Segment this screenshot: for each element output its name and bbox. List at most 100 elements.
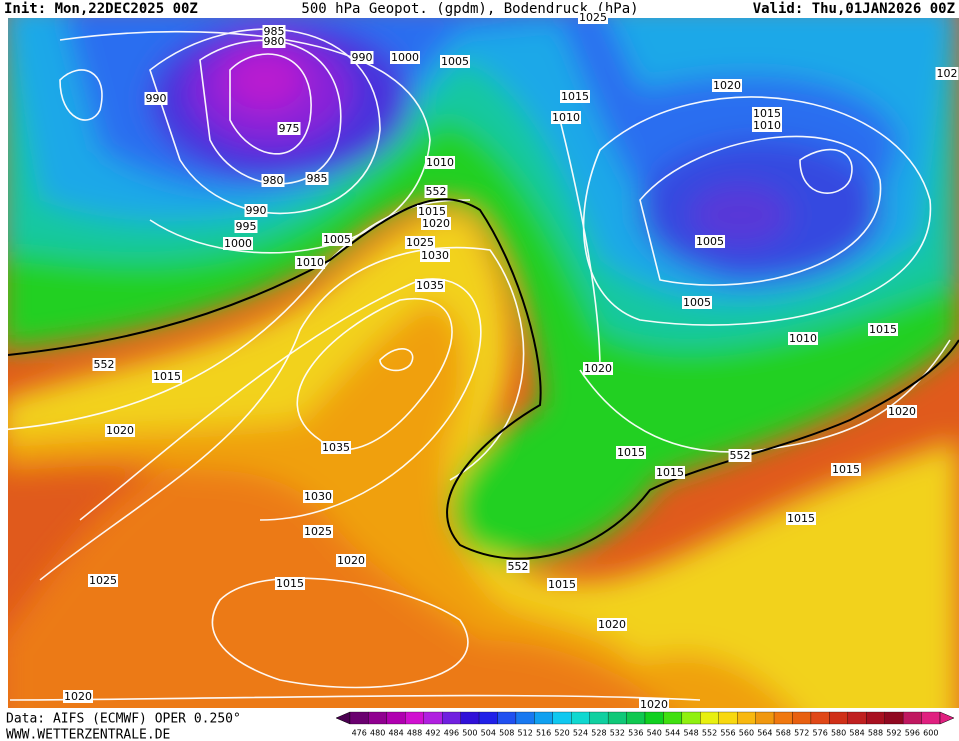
label-box bbox=[712, 79, 742, 92]
isobar-label: 1010 bbox=[789, 332, 817, 345]
label-box bbox=[322, 233, 352, 246]
colorbar-swatch bbox=[589, 711, 609, 725]
isobar-label: 1020 bbox=[713, 79, 741, 92]
label-box bbox=[583, 362, 613, 375]
label-box bbox=[350, 51, 374, 64]
colorbar-swatch bbox=[626, 711, 646, 725]
label-box bbox=[551, 111, 581, 124]
label-box bbox=[752, 107, 782, 120]
label-box bbox=[425, 156, 455, 169]
isobar-label: 990 bbox=[352, 51, 373, 64]
label-box bbox=[424, 185, 448, 198]
label-box bbox=[390, 51, 420, 64]
colorbar-label: 564 bbox=[757, 729, 772, 738]
isobar-label: 1025 bbox=[89, 574, 117, 587]
colorbar-label: 552 bbox=[702, 729, 717, 738]
colorbar-swatch bbox=[773, 711, 793, 725]
colorbar-label: 524 bbox=[573, 729, 588, 738]
isobar-label: 1020 bbox=[598, 618, 626, 631]
isobar-label: 1015 bbox=[418, 205, 446, 218]
isobar-label: 1020 bbox=[584, 362, 612, 375]
colorbar-label: 592 bbox=[886, 729, 901, 738]
label-box bbox=[277, 122, 301, 135]
label-box bbox=[506, 560, 530, 573]
label-box bbox=[695, 235, 725, 248]
isobar-label: 1005 bbox=[323, 233, 351, 246]
colorbar-swatch bbox=[681, 711, 701, 725]
label-box bbox=[655, 466, 685, 479]
contour-552 bbox=[8, 198, 959, 560]
isobar-label: 1015 bbox=[869, 323, 897, 336]
colorbar-label: 528 bbox=[591, 729, 606, 738]
isobar-label: 1005 bbox=[696, 235, 724, 248]
colorbar-swatch bbox=[349, 711, 369, 725]
colorbar-label: 540 bbox=[647, 729, 662, 738]
colorbar-swatch bbox=[663, 711, 683, 725]
colorbar-label: 508 bbox=[499, 729, 514, 738]
colorbar-label: 504 bbox=[481, 729, 496, 738]
isobar-label: 1025 bbox=[304, 525, 332, 538]
isobar-label: 985 bbox=[264, 25, 285, 38]
isobar-label: 1020 bbox=[422, 217, 450, 230]
colorbar-swatch bbox=[700, 711, 719, 725]
colorbar-label: 556 bbox=[720, 729, 735, 738]
isobar-label: 1035 bbox=[322, 441, 350, 454]
isobar-label: 990 bbox=[146, 92, 167, 105]
colorbar-swatch bbox=[405, 711, 424, 725]
colorbar-label: 584 bbox=[849, 729, 864, 738]
isobar-label: 1025 bbox=[406, 236, 434, 249]
colorbar-swatch bbox=[829, 711, 848, 725]
isobar-label: 980 bbox=[263, 174, 284, 187]
label-box bbox=[275, 577, 305, 590]
isobar-label: 1000 bbox=[391, 51, 419, 64]
colorbar-label: 488 bbox=[407, 729, 422, 738]
colorbar-swatch bbox=[497, 711, 517, 725]
colorbar-label: 512 bbox=[518, 729, 533, 738]
isobar-label: 1015 bbox=[832, 463, 860, 476]
isobar-label: 1010 bbox=[753, 119, 781, 132]
label-box bbox=[831, 463, 861, 476]
label-box bbox=[788, 332, 818, 345]
colorbar-swatch bbox=[866, 711, 885, 725]
label-box bbox=[92, 358, 116, 371]
colorbar-label: 520 bbox=[554, 729, 569, 738]
colorbar-swatch bbox=[552, 711, 572, 725]
label-box bbox=[421, 217, 451, 230]
isobars bbox=[8, 28, 951, 701]
isobar-label: 1020 bbox=[640, 698, 668, 711]
isobar-label: 995 bbox=[236, 220, 257, 233]
colorbar-swatch bbox=[902, 711, 922, 725]
isobar-label: 1030 bbox=[304, 490, 332, 503]
label-box bbox=[682, 296, 712, 309]
colorbar-swatch bbox=[847, 711, 867, 725]
isobar-label: 1000 bbox=[224, 237, 252, 250]
isobar-label: 1020 bbox=[106, 424, 134, 437]
colorbar-swatch bbox=[607, 711, 627, 725]
colorbar: 476 480 484 488 492 496 500 504 508 512 516 520 524 5… bbox=[335, 711, 955, 738]
website: WWW.WETTERZENTRALE.DE bbox=[6, 728, 170, 741]
isobar-label: 1010 bbox=[426, 156, 454, 169]
colorbar-swatch bbox=[884, 711, 904, 725]
label-box bbox=[868, 323, 898, 336]
isobar-label: 1035 bbox=[416, 279, 444, 292]
colorbar-label: 492 bbox=[425, 729, 440, 738]
colorbar-label: 548 bbox=[683, 729, 698, 738]
label-box bbox=[639, 698, 669, 711]
label-box bbox=[336, 554, 366, 567]
label-box bbox=[440, 55, 470, 68]
isobar-label: 1015 bbox=[656, 466, 684, 479]
label-box bbox=[303, 525, 333, 538]
label-box bbox=[616, 446, 646, 459]
isobar-label: 1015 bbox=[787, 512, 815, 525]
colorbar-swatch bbox=[737, 711, 756, 725]
isobar-label: 980 bbox=[264, 35, 285, 48]
label-box bbox=[88, 574, 118, 587]
map-title: 500 hPa Geopot. (gpdm), Bodendruck (hPa) bbox=[301, 1, 638, 17]
isobar-label: 1020 bbox=[337, 554, 365, 567]
colorbar-label: 596 bbox=[905, 729, 920, 738]
colorbar-label: 496 bbox=[444, 729, 459, 738]
isobar-label: 1025 bbox=[579, 11, 607, 24]
colorbar-swatch bbox=[755, 711, 775, 725]
